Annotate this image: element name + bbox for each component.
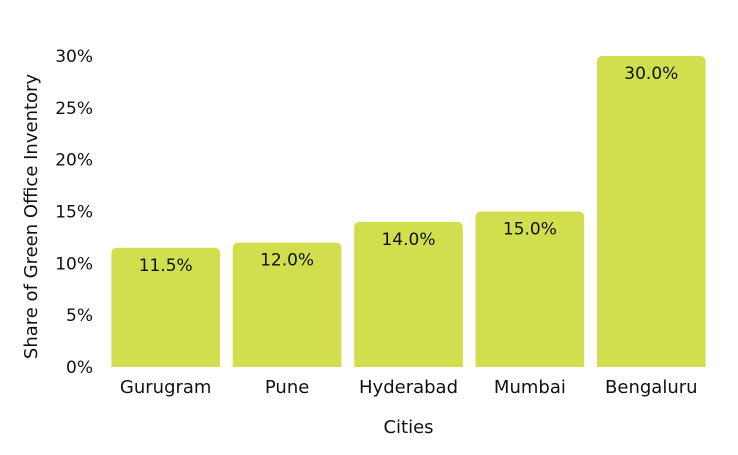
y-tick-label: 30% [55, 47, 93, 67]
x-tick-label-mumbai: Mumbai [494, 377, 566, 398]
y-tick-label: 15% [55, 203, 93, 223]
data-label-hyderabad: 14.0% [381, 230, 435, 250]
y-tick-label: 5% [66, 306, 93, 326]
y-tick-label: 0% [66, 358, 93, 378]
x-tick-label-bengaluru: Bengaluru [605, 377, 698, 398]
bar-gurugram [111, 247, 221, 367]
x-axis-categories: Gurugram Pune Hyderabad Mumbai Bengaluru [120, 377, 698, 398]
bars [111, 56, 706, 367]
data-label-bengaluru: 30.0% [624, 64, 678, 84]
data-label-mumbai: 15.0% [503, 220, 557, 240]
x-tick-label-pune: Pune [265, 377, 309, 398]
bar-mumbai [475, 211, 585, 367]
y-tick-label: 25% [55, 99, 93, 119]
x-tick-label-hyderabad: Hyderabad [359, 377, 458, 398]
y-tick-label: 20% [55, 151, 93, 171]
y-axis-ticks: 0% 5% 10% 15% 20% 25% 30% [55, 47, 93, 378]
bar-pune [232, 242, 342, 367]
bar-data-labels: 11.5% 12.0% 14.0% 15.0% 30.0% [139, 64, 679, 276]
y-tick-label: 10% [55, 254, 93, 274]
y-axis-title: Share of Green Office Inventory [21, 74, 42, 360]
bar-bengaluru [596, 56, 706, 367]
bar-hyderabad [354, 221, 463, 367]
x-tick-label-gurugram: Gurugram [120, 377, 212, 398]
data-label-pune: 12.0% [260, 251, 314, 271]
x-axis-title: Cities [383, 417, 433, 438]
data-label-gurugram: 11.5% [139, 256, 193, 276]
